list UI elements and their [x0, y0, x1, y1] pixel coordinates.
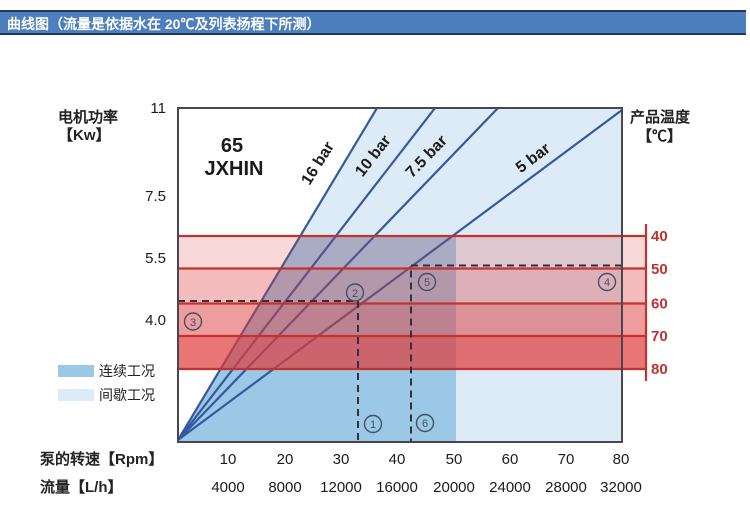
speed-tick-80: 80 [613, 451, 630, 468]
marker-3: 3 [183, 312, 203, 331]
speed-tick-70: 70 [558, 451, 575, 468]
curve-label-16bar: 16 bar [298, 139, 337, 188]
flow-tick-32000: 32000 [600, 479, 642, 496]
curve-16bar [177, 107, 378, 441]
speed-tick-30: 30 [333, 451, 350, 468]
legend-label-intermittent: 间歇工况 [99, 387, 155, 403]
flow-tick-4000: 4000 [211, 479, 244, 496]
legend: 连续工况 间歇工况 [58, 363, 155, 403]
flow-tick-20000: 20000 [433, 479, 475, 496]
curve-10bar [177, 107, 436, 441]
speed-tick-60: 60 [502, 451, 519, 468]
marker-4: 4 [597, 272, 617, 292]
marker-3-circle [183, 312, 203, 331]
page-title: 曲线图（流量是依据水在 20℃及列表扬程下所测） [0, 10, 746, 35]
speed-tick-40: 40 [389, 451, 406, 468]
curve-7-5bar [177, 107, 499, 441]
y-tick-5-5: 5.5 [145, 250, 166, 267]
guide-dashed-50c [410, 264, 622, 442]
y-axis-title-line2: 【Kw】 [58, 126, 111, 144]
plot-border [177, 107, 623, 443]
marker-5-label: 5 [424, 277, 430, 289]
marker-3-label: 3 [190, 317, 196, 329]
marker-2-label: 2 [352, 288, 358, 300]
flow-tick-16000: 16000 [376, 479, 418, 496]
marker-5-circle [417, 272, 437, 292]
temp-axis-title-line1: 产品温度 [630, 108, 691, 126]
flow-axis-label: 流量【L/h】 [40, 478, 123, 496]
speed-tick-10: 10 [220, 451, 237, 468]
marker-6-circle [415, 413, 435, 433]
temp-tick-70: 70 [651, 328, 668, 345]
legend-swatch-continuous [58, 365, 94, 377]
model-size: 65 [221, 135, 243, 157]
flow-tick-24000: 24000 [489, 479, 531, 496]
y-axis-title-line1: 电机功率 [58, 108, 118, 126]
curve-5bar [177, 109, 623, 441]
marker-5: 5 [417, 272, 437, 292]
marker-6: 6 [415, 413, 435, 433]
marker-2: 2 [345, 283, 365, 302]
temp-axis-title-line2: 【℃】 [637, 127, 682, 145]
temp-tick-60: 60 [651, 296, 668, 313]
marker-1: 1 [363, 414, 383, 434]
legend-swatch-intermittent [58, 389, 94, 401]
speed-tick-20: 20 [277, 451, 294, 468]
legend-label-continuous: 连续工况 [99, 363, 155, 379]
temp-band-40-50 [178, 236, 646, 269]
y-tick-11: 11 [150, 100, 166, 117]
marker-4-circle [597, 272, 617, 292]
temp-tick-80: 80 [651, 361, 668, 378]
temp-tick-50: 50 [651, 261, 668, 278]
temp-tick-40: 40 [651, 228, 668, 245]
flow-tick-12000: 12000 [320, 479, 362, 496]
marker-1-label: 1 [370, 419, 376, 431]
marker-1-circle [363, 414, 383, 434]
model-series: JXHIN [205, 158, 264, 180]
flow-tick-28000: 28000 [545, 479, 587, 496]
marker-2-circle [345, 283, 365, 302]
y-tick-4-0: 4.0 [145, 312, 166, 329]
y-tick-7-5: 7.5 [145, 188, 166, 205]
flow-tick-8000: 8000 [268, 479, 301, 496]
temp-band-70-80 [178, 336, 646, 369]
marker-6-label: 6 [422, 418, 428, 430]
speed-tick-50: 50 [446, 451, 463, 468]
speed-axis-label: 泵的转速【Rpm】 [40, 450, 163, 468]
marker-4-label: 4 [604, 277, 610, 289]
